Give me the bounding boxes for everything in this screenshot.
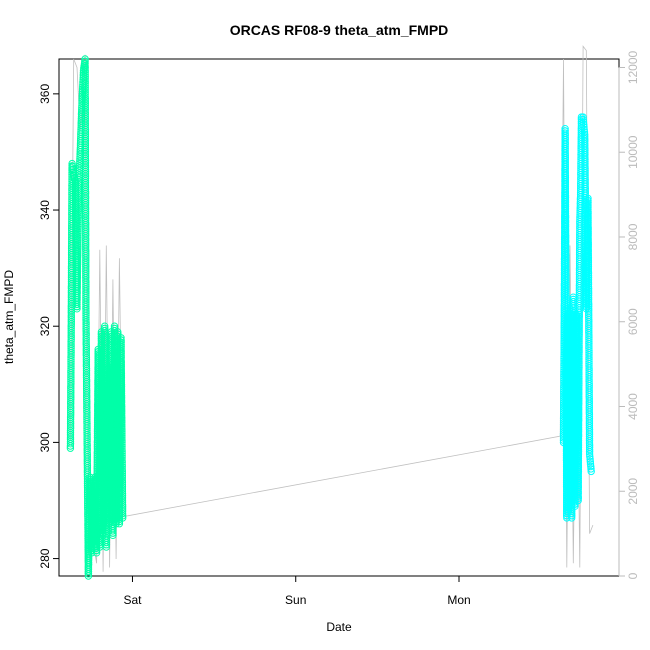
altitude-series-layer (70, 45, 594, 572)
data-point (586, 452, 594, 461)
data-point (580, 120, 588, 129)
right-tick-label: 10000 (626, 135, 640, 169)
right-tick-label: 8000 (626, 223, 640, 250)
right-axis: 0 2000 4000 6000 8000 10000 12000 (618, 50, 640, 579)
data-point (68, 162, 77, 171)
data-point (586, 457, 594, 466)
right-tick-label: 0 (626, 572, 640, 579)
altitude-line (70, 45, 594, 572)
y-axis-label: theta_atm_FMPD (2, 270, 16, 364)
data-point (586, 455, 594, 463)
right-tick-label: 6000 (626, 308, 640, 335)
bottom-axis: Sat Sun Mon (123, 575, 471, 607)
left-tick-label: 360 (38, 84, 52, 104)
data-point (74, 183, 83, 191)
left-tick-label: 300 (38, 432, 52, 452)
bottom-tick-label: Sat (123, 593, 142, 607)
points-layer (66, 55, 595, 580)
x-axis-label: Date (326, 620, 352, 634)
data-point (586, 460, 595, 468)
data-point (585, 448, 594, 456)
right-tick-label: 12000 (626, 50, 640, 84)
data-point (585, 445, 594, 454)
data-point (587, 467, 595, 476)
data-point (118, 509, 127, 518)
right-tick-label: 2000 (626, 478, 640, 505)
right-tick-label: 4000 (626, 393, 640, 420)
left-tick-label: 320 (38, 316, 52, 336)
data-point (587, 465, 595, 473)
chart-title: ORCAS RF08-9 theta_atm_FMPD (230, 22, 449, 38)
left-axis: 280 300 320 340 360 (38, 84, 60, 569)
left-tick-label: 340 (38, 200, 52, 220)
data-point (119, 512, 127, 520)
data-point (579, 118, 588, 126)
data-point (580, 125, 588, 134)
bottom-tick-label: Sun (285, 593, 306, 607)
left-tick-label: 280 (38, 548, 52, 568)
data-point (68, 159, 76, 168)
data-point (119, 514, 127, 522)
data-point (580, 123, 588, 131)
data-point (585, 450, 594, 458)
data-point (587, 462, 595, 471)
bottom-tick-label: Mon (447, 593, 470, 607)
data-point (580, 128, 589, 136)
data-point (579, 115, 587, 124)
plot-frame (58, 58, 620, 577)
data-point (579, 113, 587, 121)
